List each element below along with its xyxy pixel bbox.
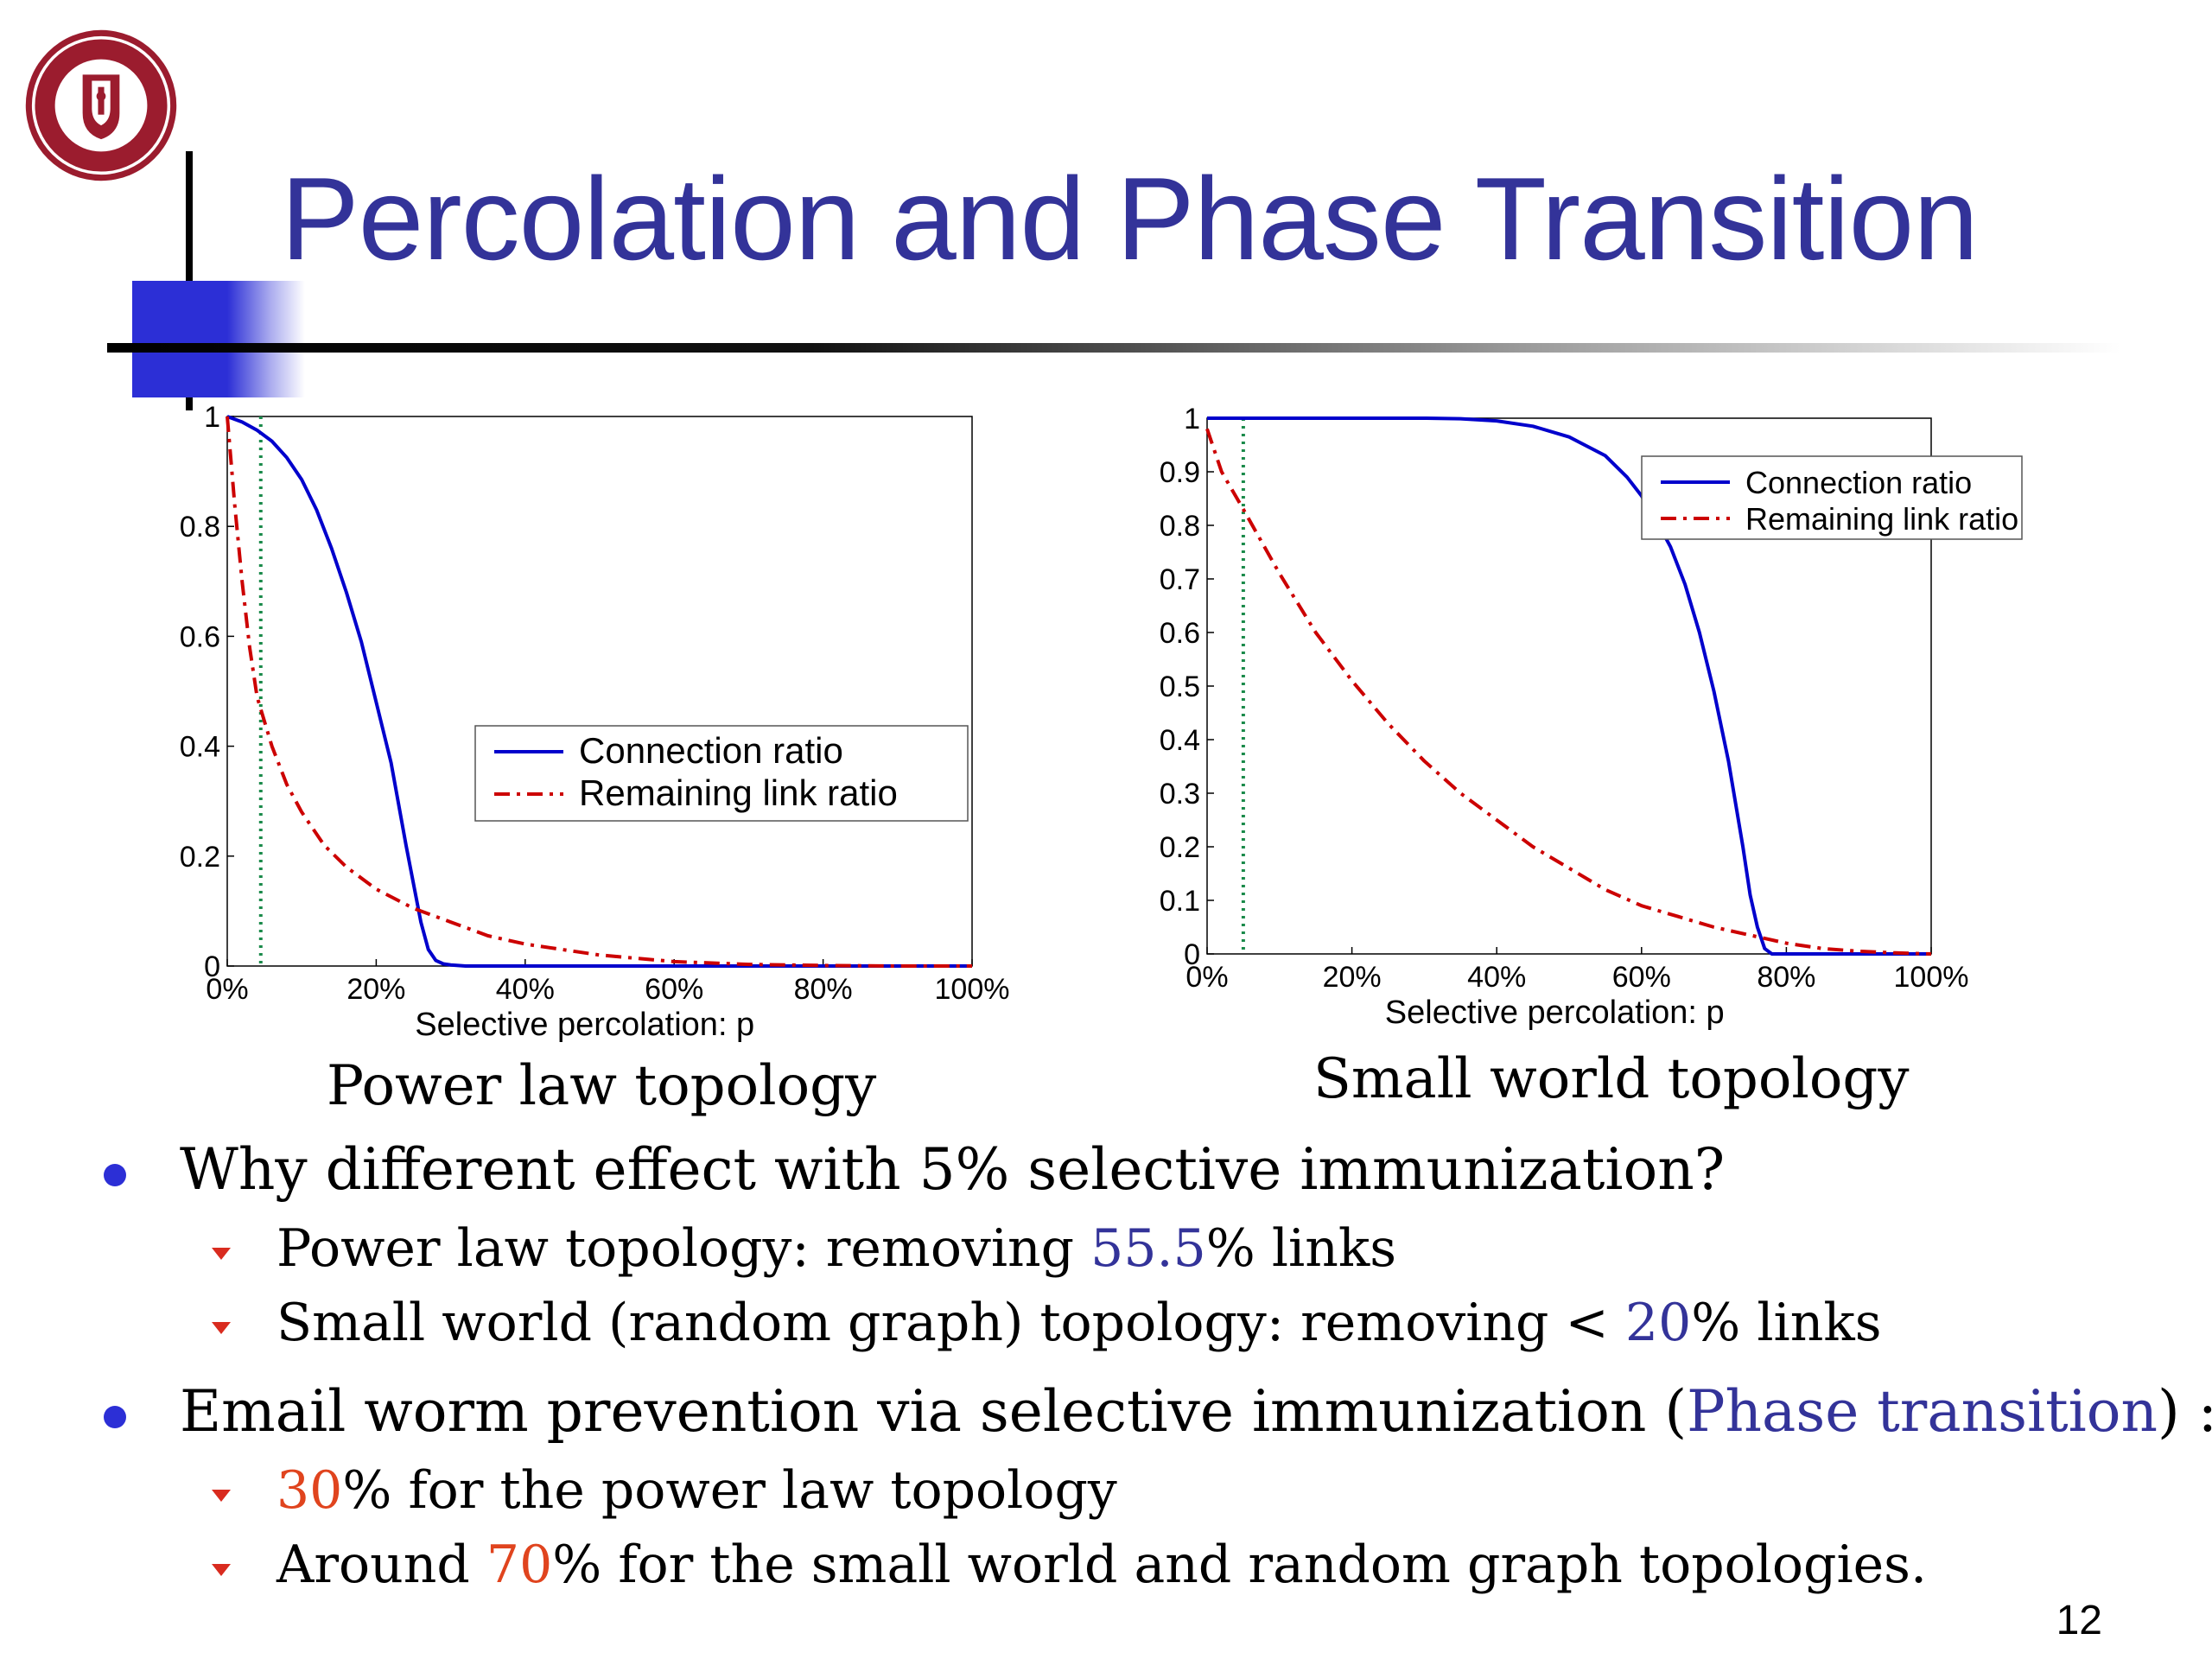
text-part: Email worm prevention via selective immu… bbox=[180, 1378, 1688, 1445]
text-part: Small world (random graph) topology: rem… bbox=[276, 1293, 1625, 1353]
y-tick-label: 0.8 bbox=[180, 511, 220, 543]
y-tick-label: 0.6 bbox=[1160, 617, 1200, 650]
page-number: 12 bbox=[2056, 1598, 2102, 1643]
caption-power-law: Power law topology bbox=[327, 1054, 877, 1118]
x-tick-label: 80% bbox=[1757, 961, 1815, 994]
y-tick-label: 0 bbox=[204, 950, 220, 983]
sub-bullet-marker bbox=[212, 1322, 231, 1334]
y-tick-label: 0 bbox=[1184, 938, 1200, 971]
text-part: Around bbox=[276, 1535, 486, 1595]
y-tick-label: 0.6 bbox=[180, 620, 220, 653]
x-axis-label: Selective percolation: p bbox=[1385, 995, 1725, 1031]
decorative-horizontal-rule bbox=[107, 343, 2120, 353]
text-part: % for the power law topology bbox=[342, 1460, 1117, 1521]
highlight-phrase: Phase transition bbox=[1687, 1378, 2158, 1445]
bullet-1-text: Why different effect with 5% selective i… bbox=[180, 1136, 1726, 1203]
y-tick-label: 0.2 bbox=[180, 841, 220, 874]
x-tick-label: 40% bbox=[1467, 961, 1526, 994]
y-tick-label: 0.5 bbox=[1160, 671, 1200, 703]
series-line-remaining-link-ratio bbox=[1205, 428, 1932, 956]
bullet-dot-1 bbox=[104, 1164, 126, 1186]
x-tick-label: 0% bbox=[1185, 961, 1228, 994]
decorative-blue-block bbox=[132, 281, 305, 397]
sub-bullet-2-2: Around 70% for the small world and rando… bbox=[276, 1535, 1927, 1595]
y-tick-label: 0.1 bbox=[1160, 885, 1200, 918]
y-tick-label: 0.7 bbox=[1160, 563, 1200, 596]
sub-bullet-marker bbox=[212, 1564, 231, 1576]
x-tick-label: 20% bbox=[346, 973, 405, 1006]
x-tick-label: 60% bbox=[645, 973, 703, 1006]
series-line-connection-ratio bbox=[1207, 416, 1931, 956]
x-axis-label: Selective percolation: p bbox=[415, 1007, 754, 1043]
bullet-2-text: Email worm prevention via selective immu… bbox=[180, 1378, 2212, 1445]
caption-small-world: Small world topology bbox=[1313, 1047, 1910, 1111]
y-tick-label: 0.2 bbox=[1160, 831, 1200, 864]
sub-bullet-1-1: Power law topology: removing 55.5% links bbox=[276, 1218, 1396, 1279]
x-tick-label: 100% bbox=[1894, 961, 1969, 994]
y-tick-label: 0.3 bbox=[1160, 778, 1200, 810]
text-part: % links bbox=[1691, 1293, 1882, 1353]
text-part: % for the small world and random graph t… bbox=[552, 1535, 1928, 1595]
text-part: Power law topology: removing bbox=[276, 1218, 1091, 1279]
highlight-value: 30 bbox=[276, 1460, 343, 1521]
highlight-value: 55.5 bbox=[1090, 1218, 1206, 1279]
legend-label: Remaining link ratio bbox=[1745, 501, 2018, 537]
legend-box bbox=[1641, 455, 2023, 540]
legend-label: Connection ratio bbox=[579, 730, 843, 771]
small-world-chart: 0% 20% 40% 60% 80% 100% 0 0.1 0.2 0.3 0.4 0.5 0.6 0.7… bbox=[1160, 403, 2023, 1031]
text-part: ) : bbox=[2158, 1378, 2212, 1445]
university-seal-logo bbox=[25, 29, 177, 181]
x-tick-label: 100% bbox=[935, 973, 1010, 1006]
y-tick-label: 1 bbox=[204, 401, 220, 434]
sub-bullet-1-2: Small world (random graph) topology: rem… bbox=[276, 1293, 1882, 1353]
sub-bullet-marker bbox=[212, 1490, 231, 1502]
y-tick-label: 0.4 bbox=[1160, 724, 1200, 757]
x-tick-label: 0% bbox=[206, 973, 248, 1006]
y-tick-label: 1 bbox=[1184, 403, 1200, 435]
y-tick-label: 0.9 bbox=[1160, 456, 1200, 489]
x-tick-label: 80% bbox=[794, 973, 853, 1006]
series-line-remaining-link-ratio bbox=[226, 416, 972, 968]
x-tick-label: 20% bbox=[1323, 961, 1382, 994]
x-tick-label: 40% bbox=[496, 973, 555, 1006]
legend-box bbox=[474, 725, 969, 822]
plot-frame bbox=[226, 416, 973, 967]
series-line-connection-ratio bbox=[226, 415, 972, 968]
highlight-value: 20 bbox=[1624, 1293, 1692, 1353]
sub-bullet-2-1: 30% for the power law topology bbox=[276, 1460, 1117, 1521]
legend-label: Remaining link ratio bbox=[579, 772, 898, 813]
power-law-chart: 0% 20% 40% 60% 80% 100% 0 0.2 0.4 0.6 0.8 1 Selectiv… bbox=[180, 401, 1010, 1043]
highlight-value: 70 bbox=[486, 1535, 553, 1595]
slide-title: Percolation and Phase Transition bbox=[281, 153, 1979, 284]
text-part: % links bbox=[1205, 1218, 1397, 1279]
y-tick-label: 0.8 bbox=[1160, 510, 1200, 543]
sub-bullet-marker bbox=[212, 1248, 231, 1260]
x-tick-label: 60% bbox=[1612, 961, 1671, 994]
legend-label: Connection ratio bbox=[1745, 465, 1972, 500]
y-tick-label: 0.4 bbox=[180, 731, 220, 764]
bullet-dot-2 bbox=[104, 1406, 126, 1428]
